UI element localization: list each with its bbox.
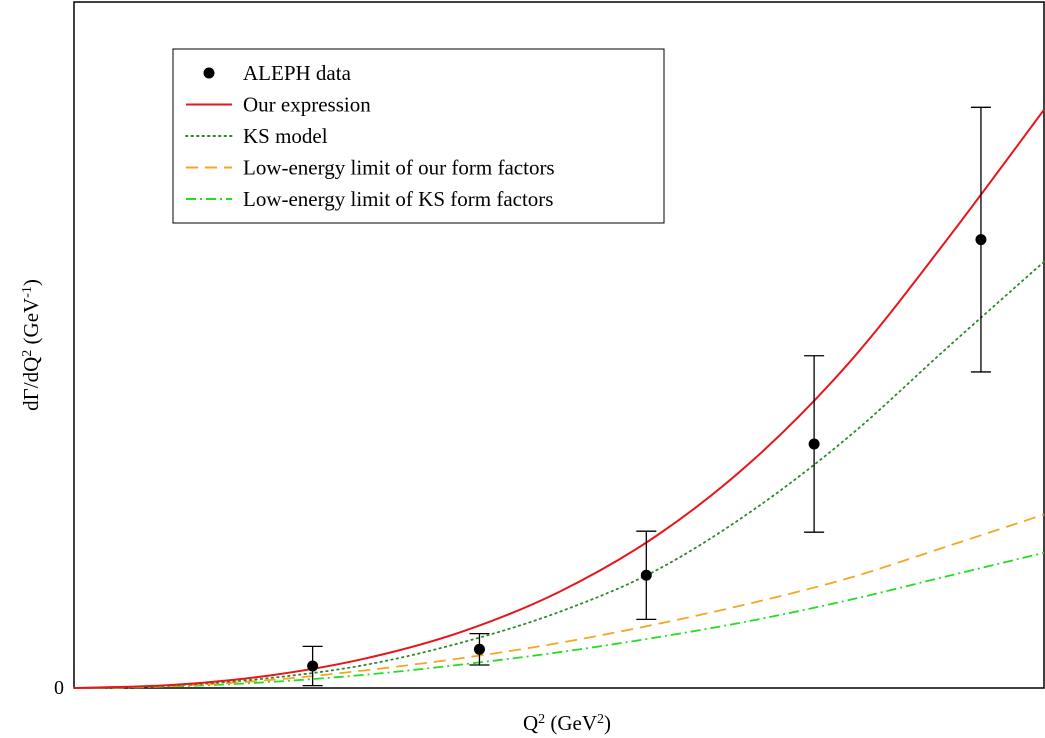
legend-entry-2: Our expression xyxy=(186,93,371,117)
legend-entry-5: Low-energy limit of KS form factors xyxy=(186,187,553,211)
data-point-2 xyxy=(469,632,490,666)
data-marker xyxy=(307,660,319,672)
legend-label: Low-energy limit of our form factors xyxy=(243,156,555,180)
legend-label: KS model xyxy=(243,124,328,148)
legend: ALEPH data Our expression KS model Low-ener… xyxy=(172,48,665,224)
y-tick-label-zero: 0 xyxy=(54,677,64,699)
series-line-2 xyxy=(73,260,1045,689)
series-line-1 xyxy=(73,109,1045,689)
data-points-layer xyxy=(302,106,991,687)
legend-label: Low-energy limit of KS form factors xyxy=(243,187,553,211)
data-point-4 xyxy=(804,355,825,533)
legend-entry-1: ALEPH data xyxy=(203,61,352,85)
x-axis-label: Q2 (GeV2) xyxy=(523,711,611,735)
data-marker xyxy=(975,234,987,246)
data-marker xyxy=(640,569,652,581)
y-axis-label: dΓ/dQ2 (GeV-1) xyxy=(19,279,43,411)
legend-label: Our expression xyxy=(243,93,371,117)
data-marker xyxy=(473,643,485,655)
legend-entry-3: KS model xyxy=(185,124,328,148)
plot-frame xyxy=(73,1,1045,689)
data-point-3 xyxy=(636,530,657,621)
series-layer xyxy=(73,109,1045,689)
legend-entry-4: Low-energy limit of our form factors xyxy=(186,156,555,180)
legend-box xyxy=(172,48,665,224)
data-point-1 xyxy=(302,645,323,687)
data-point-5 xyxy=(970,106,991,373)
series-line-4 xyxy=(73,551,1045,689)
legend-marker xyxy=(203,67,215,79)
series-line-3 xyxy=(73,513,1045,689)
data-marker xyxy=(808,438,820,450)
legend-label: ALEPH data xyxy=(243,61,352,85)
